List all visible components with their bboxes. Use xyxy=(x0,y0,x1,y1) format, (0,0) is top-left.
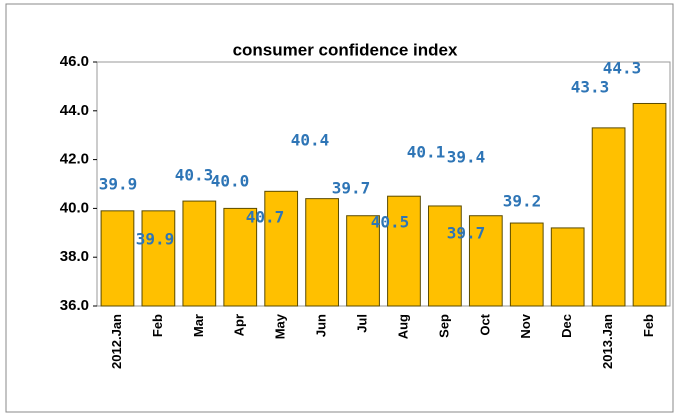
x-tick-label: Apr xyxy=(232,314,247,336)
x-tick-label: Mar xyxy=(191,314,206,337)
y-tick-label: 42.0 xyxy=(60,151,89,168)
x-tick-label: Sep xyxy=(436,314,451,338)
bar xyxy=(141,210,176,307)
data-label: 39.2 xyxy=(503,192,542,211)
bar xyxy=(632,102,667,307)
bar xyxy=(550,227,585,307)
y-tick-label: 38.0 xyxy=(60,248,89,265)
chart-frame xyxy=(5,3,674,413)
x-tick-label: Aug xyxy=(395,314,410,339)
x-tick-label: Dec xyxy=(559,314,574,338)
x-tick-label: Feb xyxy=(150,314,165,337)
data-label: 40.4 xyxy=(291,131,330,150)
y-tick-label: 40.0 xyxy=(60,199,89,216)
bar xyxy=(387,195,421,307)
x-tick-label: Feb xyxy=(641,314,656,337)
data-label: 40.3 xyxy=(175,166,214,185)
chart-title: consumer confidence index xyxy=(233,40,458,59)
x-tick-label: 2013.Jan xyxy=(600,314,615,369)
data-label: 39.9 xyxy=(99,175,138,194)
plot-border xyxy=(96,61,671,307)
data-label: 39.7 xyxy=(332,179,371,198)
bar xyxy=(346,215,380,307)
bar xyxy=(305,198,339,307)
bar xyxy=(264,190,299,307)
x-tick-label: May xyxy=(273,313,288,339)
data-label: 40.5 xyxy=(371,213,410,232)
bar xyxy=(100,210,135,307)
x-tick-label: Nov xyxy=(518,313,533,338)
y-tick-label: 44.0 xyxy=(60,102,89,119)
data-label: 40.0 xyxy=(211,172,250,191)
data-label: 43.3 xyxy=(571,78,610,97)
x-tick-label: 2012.Jan xyxy=(109,314,124,369)
x-tick-label: Jul xyxy=(354,314,369,333)
y-tick-label: 36.0 xyxy=(60,297,89,314)
x-tick-label: Oct xyxy=(477,313,492,335)
bar xyxy=(182,200,217,307)
bar xyxy=(509,222,544,307)
x-tick-label: Jun xyxy=(314,314,329,337)
data-label: 40.1 xyxy=(407,143,446,162)
bar xyxy=(428,205,462,307)
bar xyxy=(468,215,503,307)
data-label: 40.7 xyxy=(246,208,285,227)
data-label: 39.4 xyxy=(447,148,486,167)
bar xyxy=(223,207,258,307)
data-label: 39.7 xyxy=(447,224,486,243)
bar xyxy=(591,127,626,307)
data-label: 39.9 xyxy=(136,230,175,249)
data-label: 44.3 xyxy=(603,59,642,78)
y-tick-label: 46.0 xyxy=(60,53,89,70)
